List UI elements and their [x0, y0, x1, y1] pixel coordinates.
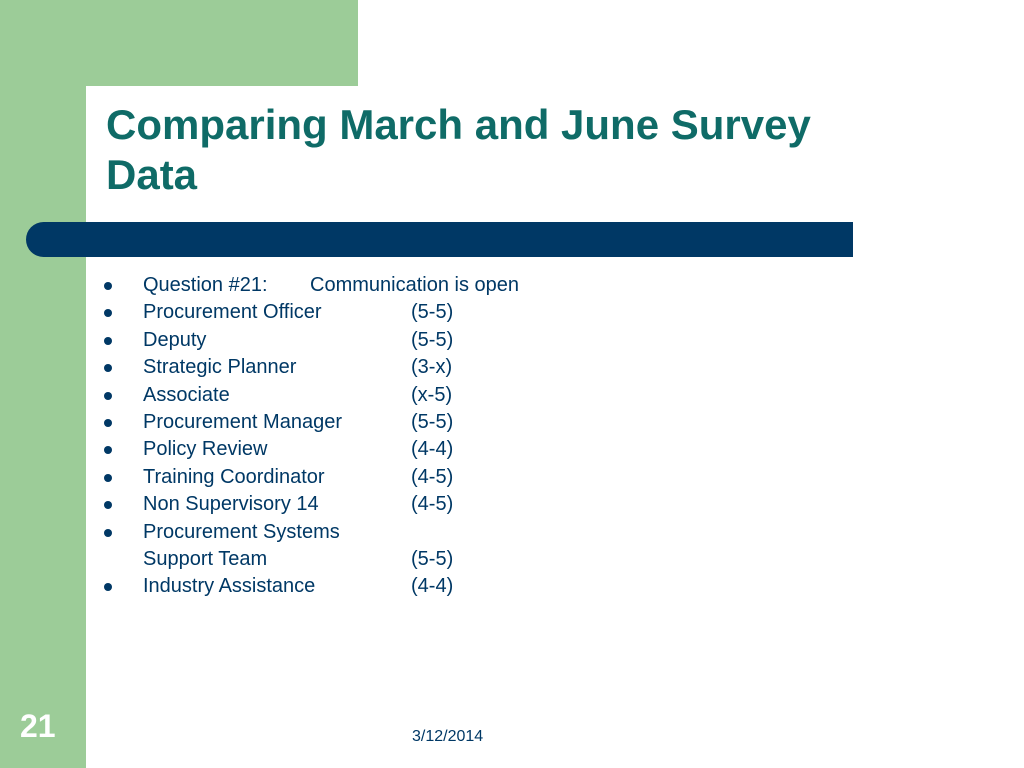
item-label: Industry Assistance	[143, 575, 316, 598]
bullet-dot-icon	[104, 501, 112, 510]
item-label: Procurement Officer	[143, 301, 322, 324]
item-value: (4-4)	[411, 438, 454, 461]
content-panel	[86, 86, 1024, 768]
slide-date: 3/12/2014	[412, 728, 484, 745]
item-value: (5-5)	[411, 328, 454, 351]
item-value: (3-x)	[411, 356, 453, 379]
item-value: (5-5)	[411, 301, 454, 324]
bullet-dot-icon	[104, 391, 112, 400]
bullet-dot-icon	[104, 282, 112, 290]
item-label-line1: Procurement Systems	[143, 520, 340, 543]
item-label: Policy Review	[143, 438, 268, 461]
bullet-dot-icon	[104, 473, 112, 482]
bullet-dot-icon	[104, 309, 112, 318]
item-label: Non Supervisory 14	[143, 493, 319, 516]
item-value: (4-5)	[411, 493, 454, 516]
bullet-dot-icon	[104, 364, 112, 373]
item-value: (5-5)	[411, 547, 454, 570]
bullet-dot-icon	[104, 336, 112, 345]
item-label: Deputy	[143, 328, 207, 351]
slide-number: 21	[20, 708, 56, 744]
item-label: Associate	[143, 383, 230, 406]
bullet-dot-icon	[104, 446, 112, 455]
slide-title: Comparing March and June Survey Data	[106, 101, 811, 198]
bullet-dot-icon	[104, 418, 112, 427]
item-label: Training Coordinator	[143, 465, 325, 488]
item-value: (5-5)	[411, 410, 454, 433]
top-green-band	[86, 0, 358, 86]
bullet-dot-icon	[104, 528, 112, 537]
item-value: (4-4)	[411, 575, 454, 598]
item-label: Strategic Planner	[143, 356, 297, 379]
question-text: Communication is open	[310, 274, 519, 296]
item-value: (x-5)	[411, 383, 453, 406]
title-divider-bar	[26, 222, 853, 257]
bullet-dot-icon	[104, 583, 112, 592]
item-label-line2: Support Team	[143, 547, 268, 570]
item-value: (4-5)	[411, 465, 454, 488]
question-label: Question #21:	[143, 274, 268, 296]
item-label: Procurement Manager	[143, 410, 342, 433]
left-green-band	[0, 0, 86, 768]
